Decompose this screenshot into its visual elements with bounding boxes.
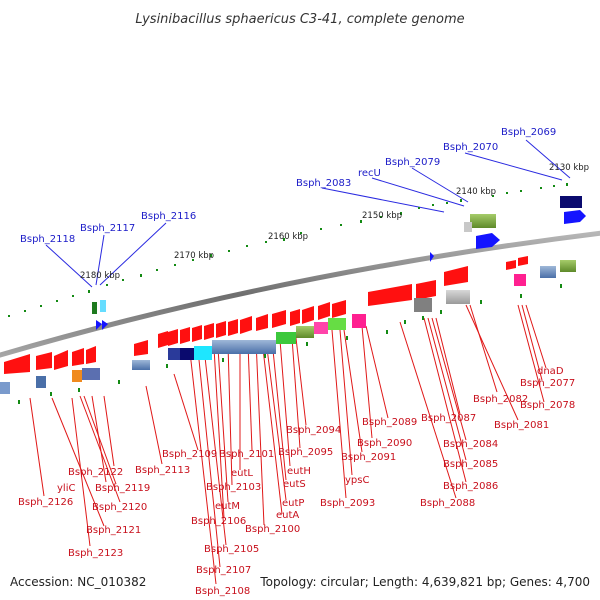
- gene-label-Bsph_2113[interactable]: Bsph_2113: [135, 465, 190, 476]
- tick-label-2160: 2160 kbp: [268, 232, 308, 242]
- gene-label-Bsph_2117[interactable]: Bsph_2117: [80, 223, 135, 234]
- reverse-genes: [4, 256, 528, 374]
- gene-label-Bsph_2069[interactable]: Bsph_2069: [501, 127, 556, 138]
- gene-label-Bsph_2087[interactable]: Bsph_2087: [421, 413, 476, 424]
- gene-label-Bsph_2084[interactable]: Bsph_2084: [443, 439, 498, 450]
- gene-label-Bsph_2119[interactable]: Bsph_2119: [95, 483, 150, 494]
- gene-label-recU[interactable]: recU: [358, 168, 381, 179]
- gene-label-Bsph_2106[interactable]: Bsph_2106: [191, 516, 246, 527]
- reverse-cog-features: [0, 260, 576, 394]
- gene-label-Bsph_2123[interactable]: Bsph_2123: [68, 548, 123, 559]
- gene-label-eutM[interactable]: eutM: [215, 501, 240, 512]
- forward-cog-features: [92, 214, 496, 314]
- gene-label-Bsph_2078[interactable]: Bsph_2078: [520, 400, 575, 411]
- scale-ring: [8, 183, 568, 317]
- accession-label: Accession: NC_010382: [10, 575, 146, 589]
- forward-label-leaders: [45, 139, 571, 288]
- tick-label-2170: 2170 kbp: [174, 251, 214, 261]
- gene-label-Bsph_2082[interactable]: Bsph_2082: [473, 394, 528, 405]
- gene-label-Bsph_2083[interactable]: Bsph_2083: [296, 178, 351, 189]
- gene-label-Bsph_2122[interactable]: Bsph_2122: [68, 467, 123, 478]
- gene-label-dnaD[interactable]: dnaD: [537, 366, 564, 377]
- gene-label-Bsph_2095[interactable]: Bsph_2095: [278, 447, 333, 458]
- gene-label-Bsph_2116[interactable]: Bsph_2116: [141, 211, 196, 222]
- gene-label-Bsph_2088[interactable]: Bsph_2088: [420, 498, 475, 509]
- gene-label-Bsph_2118[interactable]: Bsph_2118: [20, 234, 75, 245]
- tick-label-2140: 2140 kbp: [456, 187, 496, 197]
- gene-label-Bsph_2093[interactable]: Bsph_2093: [320, 498, 375, 509]
- gene-label-Bsph_2100[interactable]: Bsph_2100: [245, 524, 300, 535]
- gene-label-Bsph_2103[interactable]: Bsph_2103: [206, 482, 261, 493]
- gene-label-eutP[interactable]: eutP: [282, 498, 304, 509]
- gene-label-Bsph_2126[interactable]: Bsph_2126: [18, 497, 73, 508]
- topology-summary: Topology: circular; Length: 4,639,821 bp…: [259, 575, 590, 589]
- genome-backbone: [0, 230, 600, 358]
- gene-label-Bsph_2077[interactable]: Bsph_2077: [520, 378, 575, 389]
- gene-label-eutS[interactable]: eutS: [283, 479, 306, 490]
- gene-label-yliC[interactable]: yliC: [57, 483, 75, 494]
- reverse-label-leaders: [29, 304, 547, 585]
- gene-label-Bsph_2091[interactable]: Bsph_2091: [341, 452, 396, 463]
- gene-label-eutL[interactable]: eutL: [231, 468, 253, 479]
- map-title: Lysinibacillus sphaericus C3-41, complet…: [135, 12, 464, 27]
- gene-label-Bsph_2090[interactable]: Bsph_2090: [357, 438, 412, 449]
- tick-label-2150: 2150 kbp: [362, 211, 402, 221]
- gene-label-Bsph_2109[interactable]: Bsph_2109: [162, 449, 217, 460]
- forward-genes: [96, 196, 586, 330]
- gene-label-Bsph_2094[interactable]: Bsph_2094: [286, 425, 341, 436]
- gene-label-Bsph_2105[interactable]: Bsph_2105: [204, 544, 259, 555]
- inner-ticks: [18, 284, 562, 404]
- gene-label-Bsph_2070[interactable]: Bsph_2070: [443, 142, 498, 153]
- gene-label-ypsC[interactable]: ypsC: [345, 475, 369, 486]
- gene-label-eutH[interactable]: eutH: [287, 466, 311, 477]
- gene-label-Bsph_2081[interactable]: Bsph_2081: [494, 420, 549, 431]
- gene-label-Bsph_2121[interactable]: Bsph_2121: [86, 525, 141, 536]
- gene-label-Bsph_2079[interactable]: Bsph_2079: [385, 157, 440, 168]
- gene-label-eutA[interactable]: eutA: [276, 510, 299, 521]
- gene-label-Bsph_2086[interactable]: Bsph_2086: [443, 481, 498, 492]
- gene-label-Bsph_2108[interactable]: Bsph_2108: [195, 586, 250, 597]
- gene-label-Bsph_2120[interactable]: Bsph_2120: [92, 502, 147, 513]
- gene-label-Bsph_2085[interactable]: Bsph_2085: [443, 459, 498, 470]
- tick-label-2180: 2180 kbp: [80, 271, 120, 281]
- gene-label-Bsph_2107[interactable]: Bsph_2107: [196, 565, 251, 576]
- tick-label-2130: 2130 kbp: [549, 163, 589, 173]
- gene-label-Bsph_2101[interactable]: Bsph_2101: [219, 449, 274, 460]
- gene-label-Bsph_2089[interactable]: Bsph_2089: [362, 417, 417, 428]
